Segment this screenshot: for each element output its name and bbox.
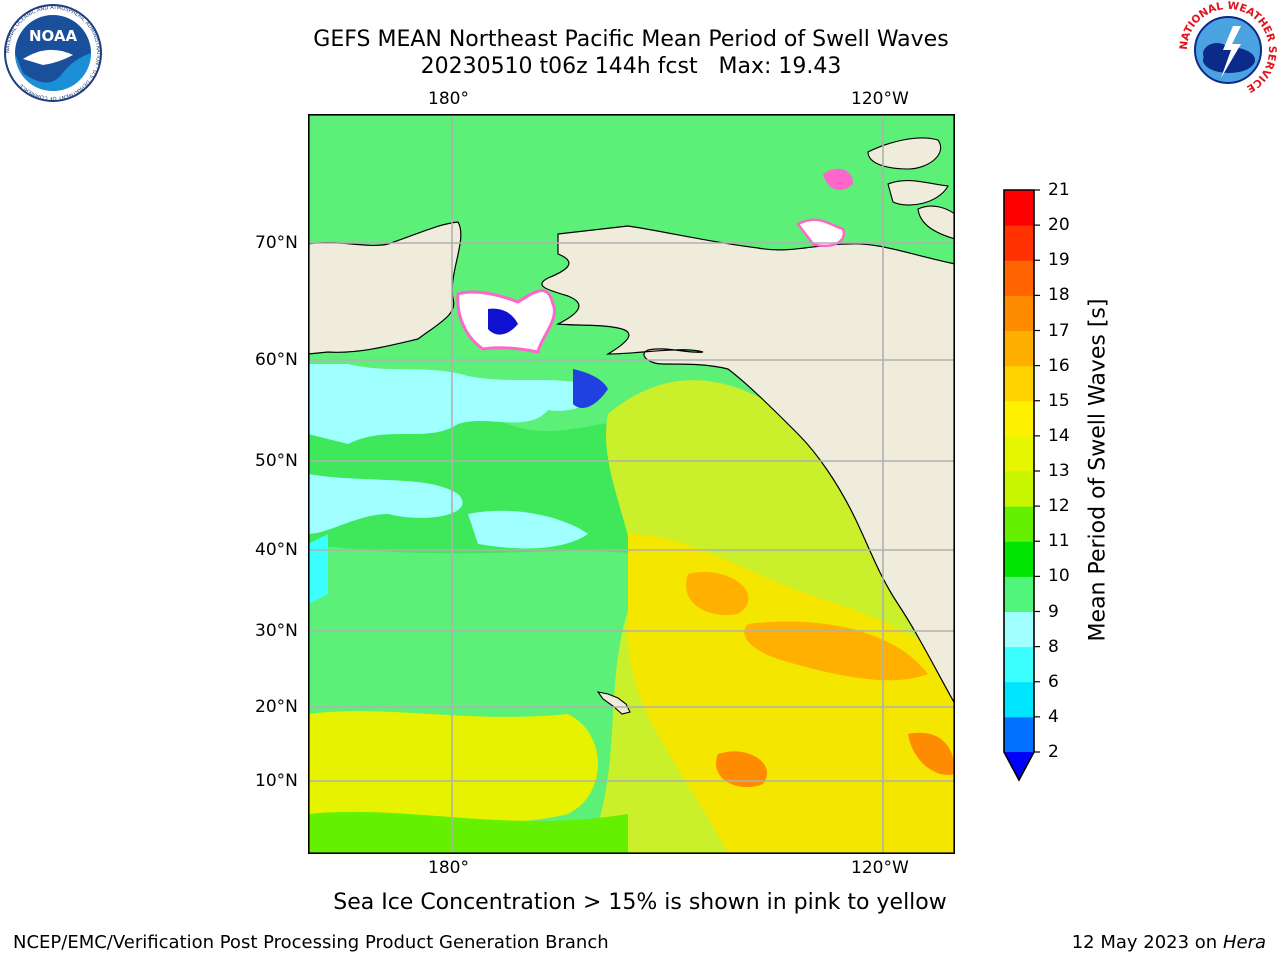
noaa-logo-icon: NOAA NATIONAL OCEANIC AND ATMOSPHERIC AD… (4, 4, 102, 102)
lat-tick-70n: 70°N (255, 233, 298, 253)
colorbar-tick-label: 6 (1048, 671, 1059, 692)
land-arctic-island-3 (917, 205, 955, 240)
footer-right: 12 May 2023 on Hera (1072, 932, 1266, 954)
lat-tick-10n: 10°N (255, 771, 298, 791)
chart-subtitle: 20230510 t06z 144h fcst Max: 19.43 (420, 54, 842, 79)
colorbar-segment (1004, 295, 1034, 331)
colorbar-tick-label: 11 (1048, 531, 1070, 552)
colorbar-tick-label: 19 (1048, 250, 1070, 271)
colorbar-tick-label: 17 (1048, 320, 1070, 341)
colorbar-tick-label: 14 (1048, 425, 1070, 446)
colorbar-segment (1004, 330, 1034, 367)
land-siberia (308, 221, 462, 355)
colorbar-segment (1004, 506, 1034, 542)
chart-title: GEFS MEAN Northeast Pacific Mean Period … (313, 27, 949, 52)
colorbar-tick-label: 15 (1048, 390, 1070, 411)
noaa-logo-text: NOAA (29, 27, 78, 45)
colorbar-segment (1004, 260, 1034, 296)
colorbar-tick-label: 21 (1048, 180, 1070, 200)
colorbar-tick-label: 9 (1048, 601, 1059, 622)
ocean-south-yellow (308, 711, 598, 824)
sea-ice-note: Sea Ice Concentration > 15% is shown in … (333, 890, 947, 915)
colorbar (1003, 189, 1040, 782)
colorbar-segment (1004, 435, 1034, 472)
colorbar-segment (1004, 471, 1034, 507)
colorbar-segment (1004, 365, 1034, 402)
sea-ice-arctic-pink (823, 168, 853, 190)
sea-ice-beaufort (796, 218, 845, 248)
footer-host: Hera (1222, 932, 1266, 953)
land-arctic-island-1 (867, 137, 941, 170)
footer-date: 12 May 2023 on (1071, 932, 1218, 953)
nws-logo-icon: NATIONAL WEATHER SERVICE (1178, 0, 1278, 97)
sea-ice-kamchatka-edge (573, 369, 608, 409)
bottom-tick-180: 180° (428, 858, 469, 878)
colorbar-tick-label: 20 (1048, 215, 1070, 236)
colorbar-extend-arrow (1004, 752, 1034, 780)
colorbar-segment (1004, 576, 1034, 612)
ocean-orange-patch-2 (744, 621, 928, 681)
ocean-orange-patch-1 (686, 572, 749, 615)
ocean-short-period-patch (468, 510, 588, 549)
colorbar-segment (1004, 681, 1034, 718)
map-frame (308, 114, 955, 854)
ocean-south-green (308, 811, 628, 854)
footer-left: NCEP/EMC/Verification Post Processing Pr… (13, 932, 609, 953)
land-alaska-canada (541, 225, 955, 706)
colorbar-tick-label: 4 (1048, 706, 1059, 727)
colorbar-tick-label: 8 (1048, 636, 1059, 657)
ocean-orange-patch-4 (908, 732, 955, 775)
colorbar-tick-label: 16 (1048, 355, 1070, 376)
ocean-yellow-zone (628, 534, 955, 854)
colorbar-tick-label: 13 (1048, 461, 1070, 481)
land-hawaii (596, 691, 631, 715)
colorbar-segment (1004, 190, 1034, 226)
colorbar-label: Mean Period of Swell Waves [s] (1085, 298, 1111, 642)
colorbar-segment (1004, 611, 1034, 648)
ocean-short-period-north (308, 364, 594, 444)
sea-ice-core (488, 308, 518, 335)
colorbar-segment (1004, 225, 1034, 261)
colorbar-segment (1004, 541, 1034, 577)
colorbar-tick-label: 2 (1048, 742, 1059, 762)
lat-tick-50n: 50°N (255, 451, 298, 471)
land-arctic-island-2 (887, 180, 949, 206)
colorbar-segment (1004, 646, 1034, 683)
ocean-orange-patch-3 (716, 751, 767, 788)
lat-tick-60n: 60°N (255, 350, 298, 370)
colorbar-segment (1004, 400, 1034, 437)
bottom-tick-120w: 120°W (851, 858, 909, 878)
top-tick-180: 180° (428, 89, 469, 109)
graticule (308, 114, 955, 854)
colorbar-tick-label: 10 (1048, 566, 1070, 587)
top-tick-120w: 120°W (851, 89, 909, 109)
lat-tick-20n: 20°N (255, 697, 298, 717)
colorbar-segment (1004, 716, 1034, 753)
lat-tick-40n: 40°N (255, 540, 298, 560)
lat-tick-30n: 30°N (255, 621, 298, 641)
colorbar-tick-label: 12 (1048, 496, 1070, 517)
ocean-short-period-west (308, 474, 463, 534)
colorbar-tick-label: 18 (1048, 285, 1070, 306)
ocean-cyan-edge (308, 534, 328, 604)
map-plot (308, 114, 955, 854)
